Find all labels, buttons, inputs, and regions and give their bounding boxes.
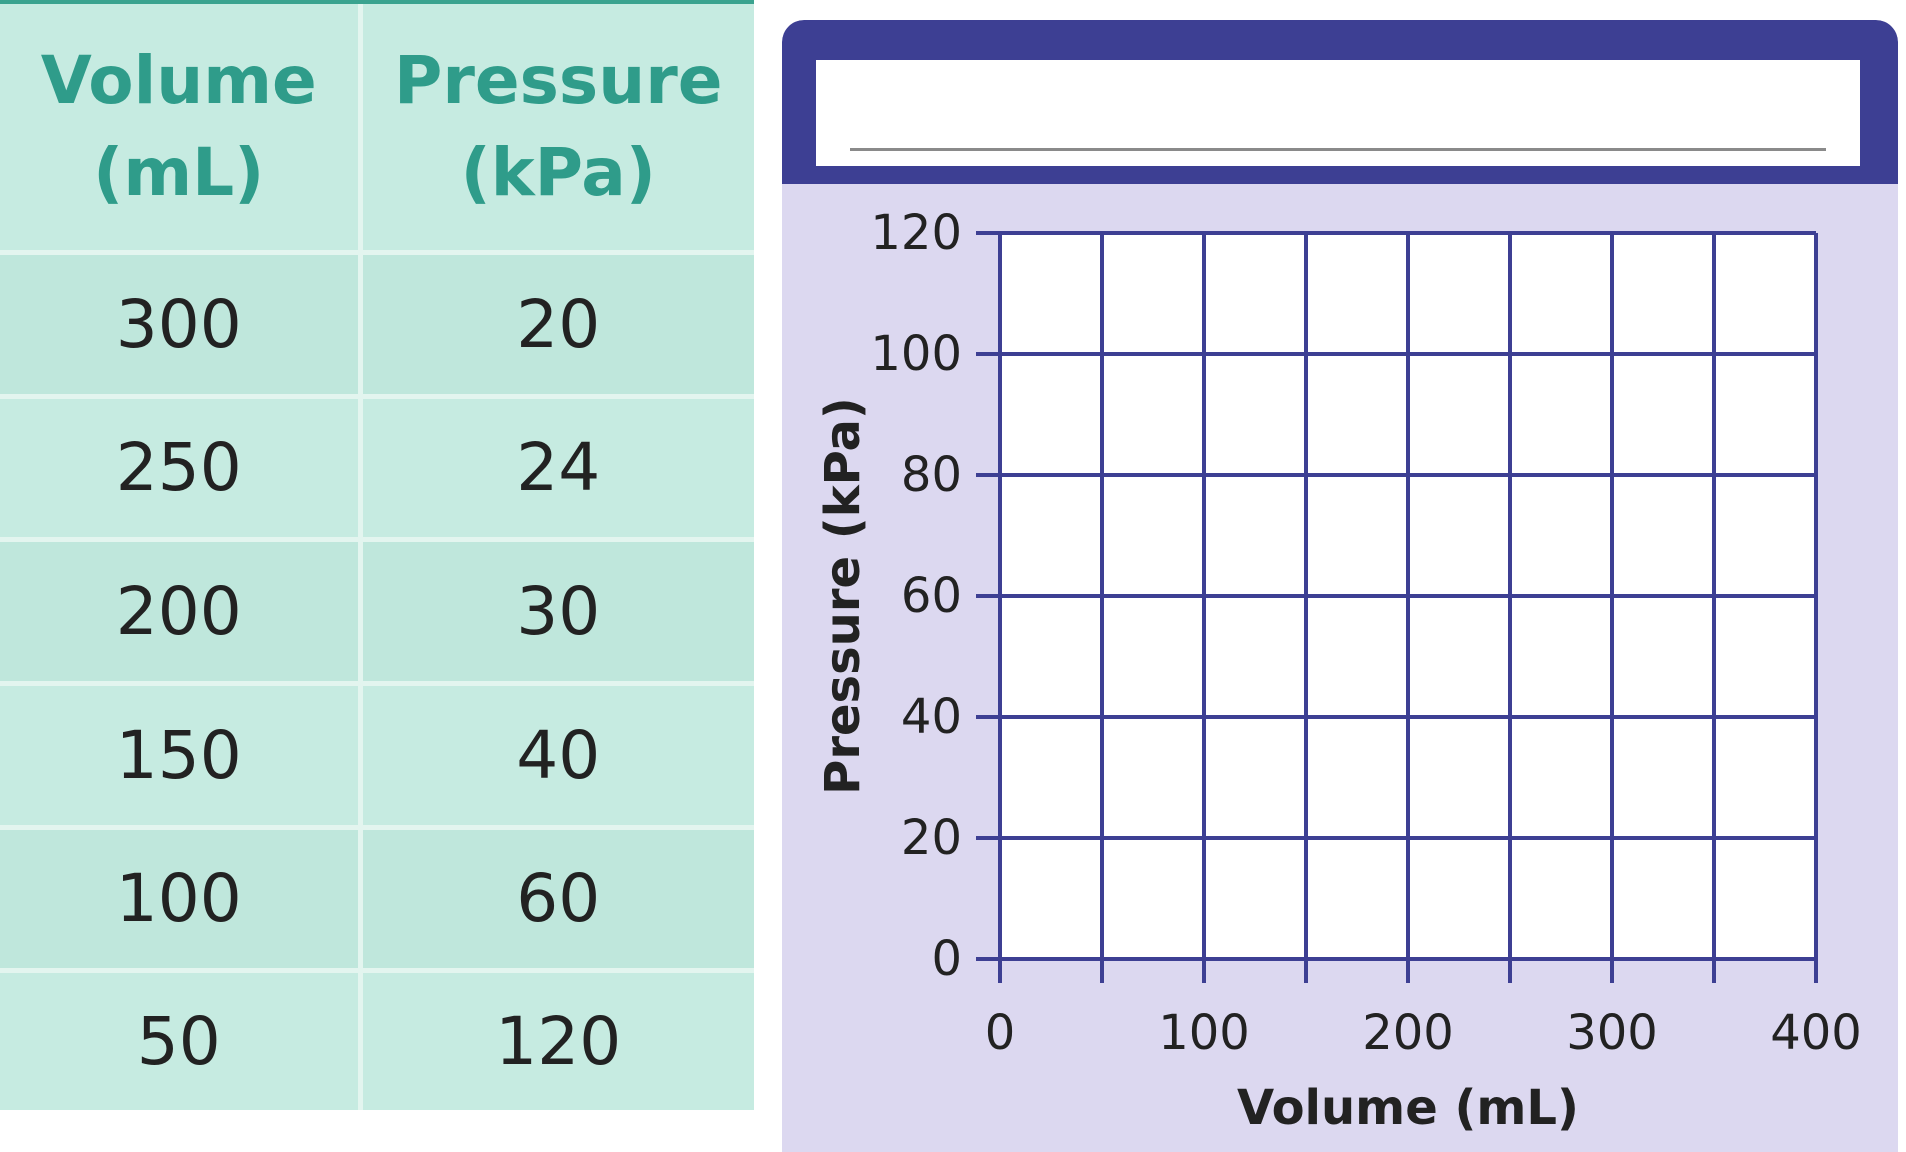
volume-cell: 200 xyxy=(0,537,363,686)
graph-card: 0 20 40 60 80 100 120 0 100 200 300 400 Volume (mL) P… xyxy=(782,20,1898,1152)
graph-title-box[interactable] xyxy=(816,60,1860,166)
y-tick-label: 0 xyxy=(931,931,962,987)
x-tick-label: 200 xyxy=(1362,1005,1454,1061)
table-row: 250 24 xyxy=(0,393,754,543)
table-row: 200 30 xyxy=(0,537,754,686)
pressure-volume-graph: 0 20 40 60 80 100 120 0 100 200 300 400 Volume (mL) P… xyxy=(815,205,1862,1136)
pressure-column-header: Pressure (kPa) xyxy=(357,4,754,255)
y-tick-label: 20 xyxy=(901,810,962,866)
table-row: 150 40 xyxy=(0,680,754,830)
pressure-cell: 30 xyxy=(357,537,754,686)
data-table-panel: Volume (mL) Pressure (kPa) 300 20 250 24… xyxy=(0,0,754,1110)
x-tick-label: 300 xyxy=(1566,1005,1658,1061)
volume-cell: 150 xyxy=(0,680,363,830)
y-tick-label: 100 xyxy=(870,326,962,382)
y-tick-label: 40 xyxy=(901,689,962,745)
volume-cell: 300 xyxy=(0,250,363,399)
volume-header-line2: (mL) xyxy=(93,134,265,211)
x-tick-label: 400 xyxy=(1770,1005,1862,1061)
pressure-cell: 40 xyxy=(357,680,754,830)
y-tick-label: 60 xyxy=(901,568,962,624)
y-tick-label: 120 xyxy=(870,205,962,261)
table-header-row: Volume (mL) Pressure (kPa) xyxy=(0,4,754,255)
pressure-cell: 120 xyxy=(357,968,754,1110)
pressure-header-line1: Pressure xyxy=(393,42,723,119)
volume-column-header: Volume (mL) xyxy=(0,4,363,255)
volume-cell: 50 xyxy=(0,968,363,1110)
x-tick-label: 100 xyxy=(1158,1005,1250,1061)
pressure-cell: 24 xyxy=(357,393,754,543)
graph-header-bar xyxy=(782,20,1898,184)
volume-cell: 100 xyxy=(0,824,363,974)
title-write-line xyxy=(850,148,1826,151)
y-tick-label: 80 xyxy=(901,447,962,503)
x-axis-title: Volume (mL) xyxy=(1237,1080,1579,1136)
pressure-header-line2: (kPa) xyxy=(460,134,656,211)
volume-cell: 250 xyxy=(0,393,363,543)
table-row: 50 120 xyxy=(0,968,754,1110)
volume-pressure-table: Volume (mL) Pressure (kPa) 300 20 250 24… xyxy=(0,4,754,1110)
pressure-cell: 60 xyxy=(357,824,754,974)
table-row: 100 60 xyxy=(0,824,754,974)
table-row: 300 20 xyxy=(0,250,754,399)
volume-header-line1: Volume xyxy=(40,42,317,119)
pressure-cell: 20 xyxy=(357,250,754,399)
y-axis-title: Pressure (kPa) xyxy=(815,397,871,795)
x-tick-label: 0 xyxy=(985,1005,1016,1061)
